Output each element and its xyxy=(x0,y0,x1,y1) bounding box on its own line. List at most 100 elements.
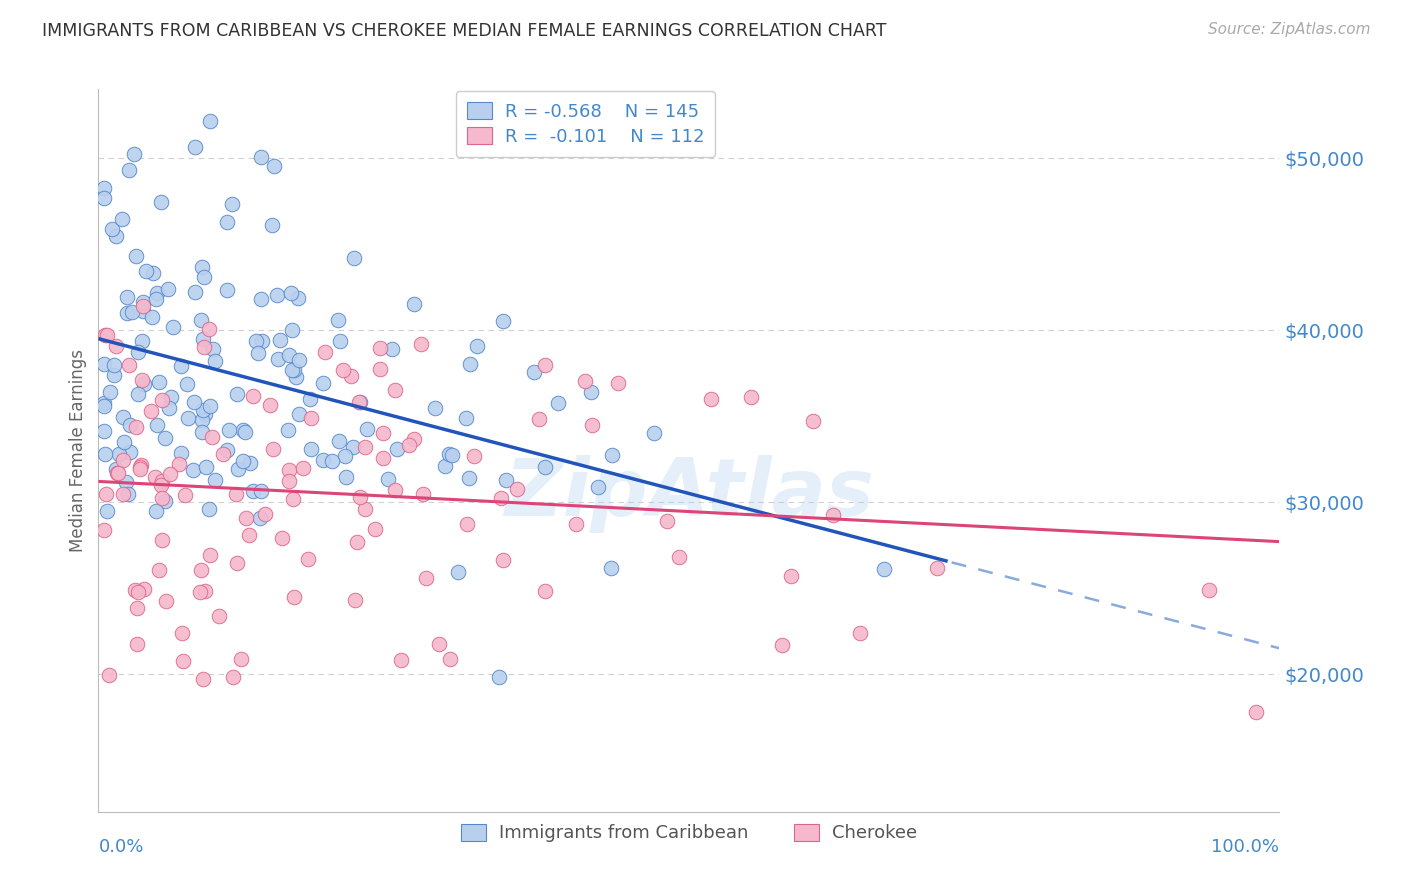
Point xyxy=(238,528,260,542)
Point xyxy=(384,383,406,397)
Point xyxy=(447,566,470,580)
Point xyxy=(150,474,173,488)
Point xyxy=(176,376,198,391)
Point xyxy=(150,392,173,407)
Point xyxy=(198,399,221,413)
Point xyxy=(127,637,149,651)
Point xyxy=(239,456,262,470)
Point xyxy=(131,334,153,349)
Point xyxy=(150,194,173,209)
Point xyxy=(465,339,488,353)
Point xyxy=(212,447,235,461)
Point xyxy=(607,376,630,390)
Point xyxy=(364,521,387,535)
Point xyxy=(104,339,127,353)
Point xyxy=(266,288,288,302)
Point xyxy=(193,403,215,417)
Point xyxy=(441,448,464,462)
Point xyxy=(221,197,243,211)
Point xyxy=(198,114,221,128)
Point xyxy=(129,462,152,476)
Point xyxy=(252,334,274,348)
Point xyxy=(801,414,824,428)
Text: Source: ZipAtlas.com: Source: ZipAtlas.com xyxy=(1208,22,1371,37)
Point xyxy=(96,327,118,342)
Point xyxy=(439,652,461,666)
Point xyxy=(195,459,218,474)
Point xyxy=(190,563,212,577)
Point xyxy=(326,313,349,327)
Point xyxy=(377,472,399,486)
Point xyxy=(412,487,434,501)
Point xyxy=(288,407,311,421)
Text: IMMIGRANTS FROM CARIBBEAN VS CHEROKEE MEDIAN FEMALE EARNINGS CORRELATION CHART: IMMIGRANTS FROM CARIBBEAN VS CHEROKEE ME… xyxy=(42,22,887,40)
Point xyxy=(118,359,141,373)
Point xyxy=(217,283,239,297)
Point xyxy=(368,362,391,376)
Point xyxy=(389,653,412,667)
Point xyxy=(148,563,170,577)
Point xyxy=(159,467,181,481)
Point xyxy=(259,398,281,412)
Point xyxy=(93,328,115,343)
Point xyxy=(534,584,557,599)
Point xyxy=(232,423,254,437)
Point xyxy=(93,191,115,205)
Point xyxy=(94,486,117,500)
Point xyxy=(143,469,166,483)
Point xyxy=(190,425,212,440)
Point xyxy=(523,366,546,380)
Point xyxy=(373,425,395,440)
Point xyxy=(1244,706,1267,720)
Point xyxy=(125,600,148,615)
Point xyxy=(121,305,143,319)
Point xyxy=(118,444,141,458)
Point xyxy=(456,516,478,531)
Point xyxy=(495,473,517,487)
Point xyxy=(284,369,307,384)
Point xyxy=(225,486,247,500)
Point xyxy=(129,460,152,475)
Point xyxy=(267,352,290,367)
Point xyxy=(103,368,125,382)
Point xyxy=(668,549,690,564)
Point xyxy=(384,483,406,497)
Point xyxy=(155,494,177,508)
Point xyxy=(204,473,226,487)
Point xyxy=(172,654,194,668)
Point xyxy=(328,434,350,448)
Point xyxy=(145,418,167,433)
Point xyxy=(190,313,212,327)
Point xyxy=(385,442,408,457)
Point xyxy=(740,390,762,404)
Point xyxy=(132,295,155,310)
Point xyxy=(249,511,271,525)
Point xyxy=(527,412,550,426)
Point xyxy=(655,515,678,529)
Point xyxy=(111,212,134,227)
Point xyxy=(547,396,569,410)
Point xyxy=(873,561,896,575)
Point xyxy=(249,483,271,498)
Point xyxy=(93,523,115,537)
Point xyxy=(149,477,172,491)
Point xyxy=(491,491,513,505)
Point xyxy=(288,353,311,368)
Point xyxy=(427,637,450,651)
Point xyxy=(226,387,249,401)
Point xyxy=(193,332,215,346)
Point xyxy=(112,487,135,501)
Point xyxy=(115,475,138,489)
Point xyxy=(188,585,211,599)
Point xyxy=(565,517,588,532)
Point xyxy=(104,229,127,244)
Point xyxy=(183,395,205,409)
Point xyxy=(280,286,302,301)
Point xyxy=(226,462,249,476)
Point xyxy=(574,374,596,388)
Point xyxy=(770,638,793,652)
Point xyxy=(150,533,173,548)
Point xyxy=(108,447,131,461)
Point xyxy=(142,265,165,279)
Point xyxy=(581,384,603,399)
